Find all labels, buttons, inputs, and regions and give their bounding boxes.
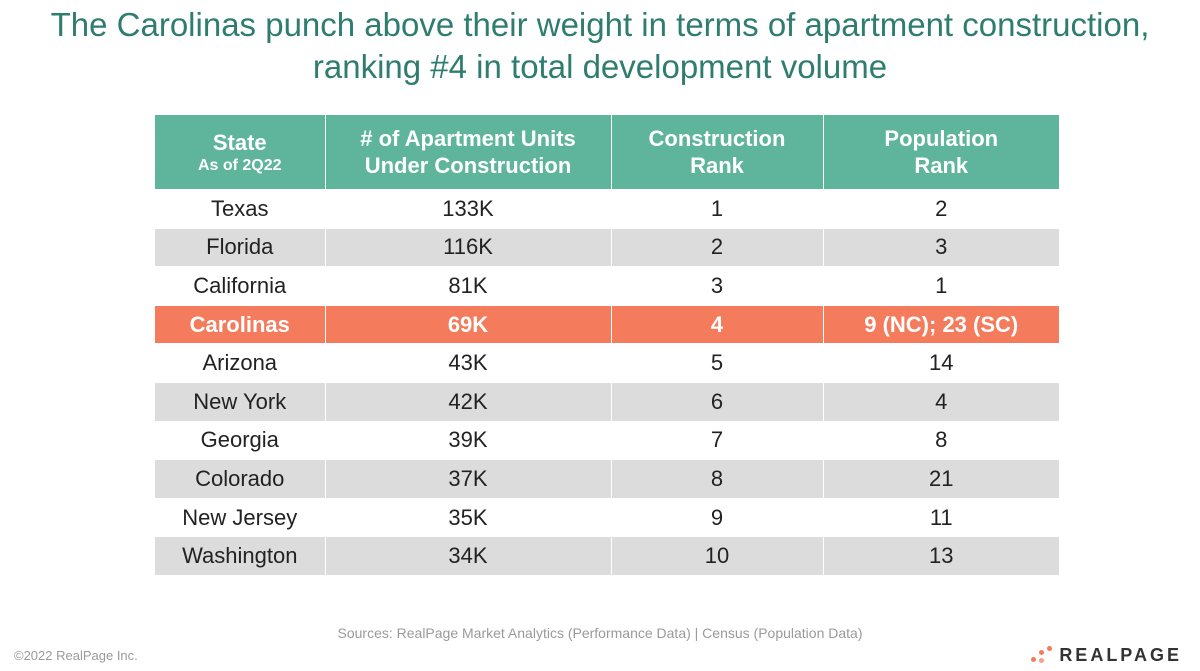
cell-units: 133K	[324, 189, 611, 229]
table-row: California 81K 3 1	[155, 266, 1059, 306]
title-line-1: The Carolinas punch above their weight i…	[50, 6, 1150, 43]
cell-population-rank: 21	[822, 459, 1059, 499]
header-row: State As of 2Q22 # of Apartment Units Un…	[155, 115, 1059, 190]
cell-population-rank: 4	[822, 381, 1059, 422]
table-row: New York 42K 6 4	[155, 381, 1059, 422]
header-units: # of Apartment Units Under Construction	[324, 115, 611, 190]
cell-units: 69K	[324, 304, 611, 344]
cell-construction-rank: 1	[610, 189, 823, 229]
header-construction-rank: Construction Rank	[610, 115, 823, 190]
cell-construction-rank: 8	[610, 459, 823, 499]
header-population-rank: Population Rank	[822, 115, 1059, 190]
cell-state: Washington	[155, 536, 325, 575]
cell-population-rank: 11	[822, 497, 1059, 537]
table-row: Washington 34K 10 13	[155, 536, 1059, 575]
cell-construction-rank: 10	[610, 536, 823, 575]
cell-state: Arizona	[155, 343, 325, 383]
cell-units: 39K	[324, 420, 611, 460]
cell-state: Georgia	[155, 420, 325, 460]
cell-state: California	[155, 266, 325, 306]
sources-note: Sources: RealPage Market Analytics (Perf…	[337, 625, 863, 641]
header-construction-line1: Construction	[648, 126, 786, 151]
header-state: State As of 2Q22	[155, 115, 325, 190]
cell-population-rank: 9 (NC); 23 (SC)	[822, 304, 1059, 344]
table-row: Arizona 43K 5 14	[155, 343, 1059, 383]
cell-population-rank: 3	[822, 227, 1059, 267]
header-state-sub: As of 2Q22	[197, 156, 282, 174]
cell-population-rank: 13	[822, 536, 1059, 575]
cell-construction-rank: 3	[610, 266, 823, 306]
logo-dots-icon	[1031, 646, 1053, 664]
cell-population-rank: 1	[822, 266, 1059, 306]
header-population-line1: Population	[884, 126, 999, 151]
cell-units: 43K	[324, 343, 611, 383]
cell-construction-rank: 4	[610, 304, 823, 344]
logo-text: REALPAGE	[1059, 644, 1182, 665]
cell-population-rank: 14	[822, 343, 1059, 383]
cell-units: 116K	[324, 227, 611, 267]
cell-construction-rank: 9	[610, 497, 823, 537]
construction-table: State As of 2Q22 # of Apartment Units Un…	[155, 115, 1059, 575]
cell-units: 42K	[324, 381, 611, 422]
header-state-label: State	[212, 129, 267, 155]
header-units-line2: Under Construction	[364, 153, 572, 178]
cell-population-rank: 2	[822, 189, 1059, 229]
table-row: Texas 133K 1 2	[155, 189, 1059, 229]
table-row: Georgia 39K 7 8	[155, 420, 1059, 460]
table-row: Colorado 37K 8 21	[155, 459, 1059, 499]
cell-construction-rank: 6	[610, 381, 823, 422]
cell-state: New Jersey	[155, 497, 325, 537]
table-row-highlighted: Carolinas 69K 4 9 (NC); 23 (SC)	[155, 304, 1059, 344]
cell-population-rank: 8	[822, 420, 1059, 460]
header-units-line1: # of Apartment Units	[360, 126, 576, 151]
cell-state: Colorado	[155, 459, 325, 499]
cell-state: New York	[155, 381, 325, 422]
table-row: New Jersey 35K 9 11	[155, 497, 1059, 537]
cell-construction-rank: 2	[610, 227, 823, 267]
cell-construction-rank: 5	[610, 343, 823, 383]
table-row: Florida 116K 2 3	[155, 227, 1059, 267]
cell-state: Carolinas	[155, 304, 325, 344]
copyright: ©2022 RealPage Inc.	[14, 648, 138, 663]
cell-state: Texas	[155, 189, 325, 229]
cell-units: 34K	[324, 536, 611, 575]
cell-state: Florida	[155, 227, 325, 267]
header-population-line2: Rank	[914, 153, 969, 178]
cell-units: 37K	[324, 459, 611, 499]
cell-units: 81K	[324, 266, 611, 306]
title-line-2: ranking #4 in total development volume	[312, 48, 888, 85]
cell-construction-rank: 7	[610, 420, 823, 460]
realpage-logo: REALPAGE	[1031, 644, 1182, 666]
page-title: The Carolinas punch above their weight i…	[0, 4, 1200, 88]
cell-units: 35K	[324, 497, 611, 537]
header-construction-line2: Rank	[690, 153, 744, 178]
